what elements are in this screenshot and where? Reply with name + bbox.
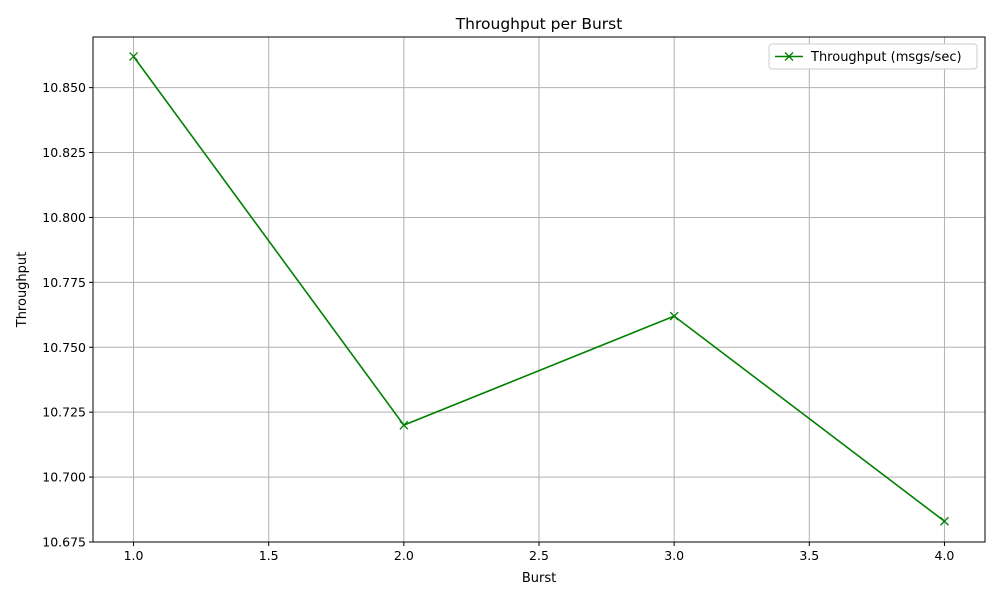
data-point-marker xyxy=(129,52,139,61)
y-tick-label: 10.725 xyxy=(42,405,86,420)
axes xyxy=(89,36,986,546)
y-axis-label: Throughput xyxy=(15,252,30,329)
x-tick-label: 3.5 xyxy=(799,548,819,563)
x-tick-label: 1.5 xyxy=(259,548,279,563)
data-point-marker xyxy=(669,311,679,321)
x-tick-label: 3.0 xyxy=(664,548,684,563)
x-axis-label: Burst xyxy=(522,571,556,586)
data-point-marker xyxy=(399,420,409,430)
y-tick-label: 10.750 xyxy=(42,340,86,355)
data-point-marker xyxy=(939,516,949,526)
legend-entry-throughput: Throughput (msgs/sec) xyxy=(810,50,962,65)
y-tick-label: 10.675 xyxy=(42,535,86,550)
legend-box xyxy=(768,43,978,70)
x-tick-label: 2.0 xyxy=(394,548,414,563)
x-tick-label: 1.0 xyxy=(124,548,144,563)
y-tick-label: 10.825 xyxy=(42,145,86,160)
y-tick-label: 10.775 xyxy=(42,275,86,290)
x-tick-label: 2.5 xyxy=(529,548,549,563)
x-tick-label: 4.0 xyxy=(935,548,955,563)
tick-labels: 1.0 1.5 2.0 2.5 3.0 3.5 4.0 10.675 10.700 10.725 1… xyxy=(42,80,954,563)
chart-title: Throughput per Burst xyxy=(455,15,623,33)
legend-x-marker xyxy=(784,52,794,61)
y-tick-label: 10.800 xyxy=(42,210,86,225)
y-tick-label: 10.700 xyxy=(42,470,86,485)
legend: Throughput (msgs/sec) xyxy=(768,43,978,70)
plot-frame xyxy=(92,36,986,543)
series-line xyxy=(132,55,945,522)
y-tick-label: 10.850 xyxy=(42,80,86,95)
series-layer xyxy=(129,52,949,526)
grid-lines xyxy=(93,37,985,543)
